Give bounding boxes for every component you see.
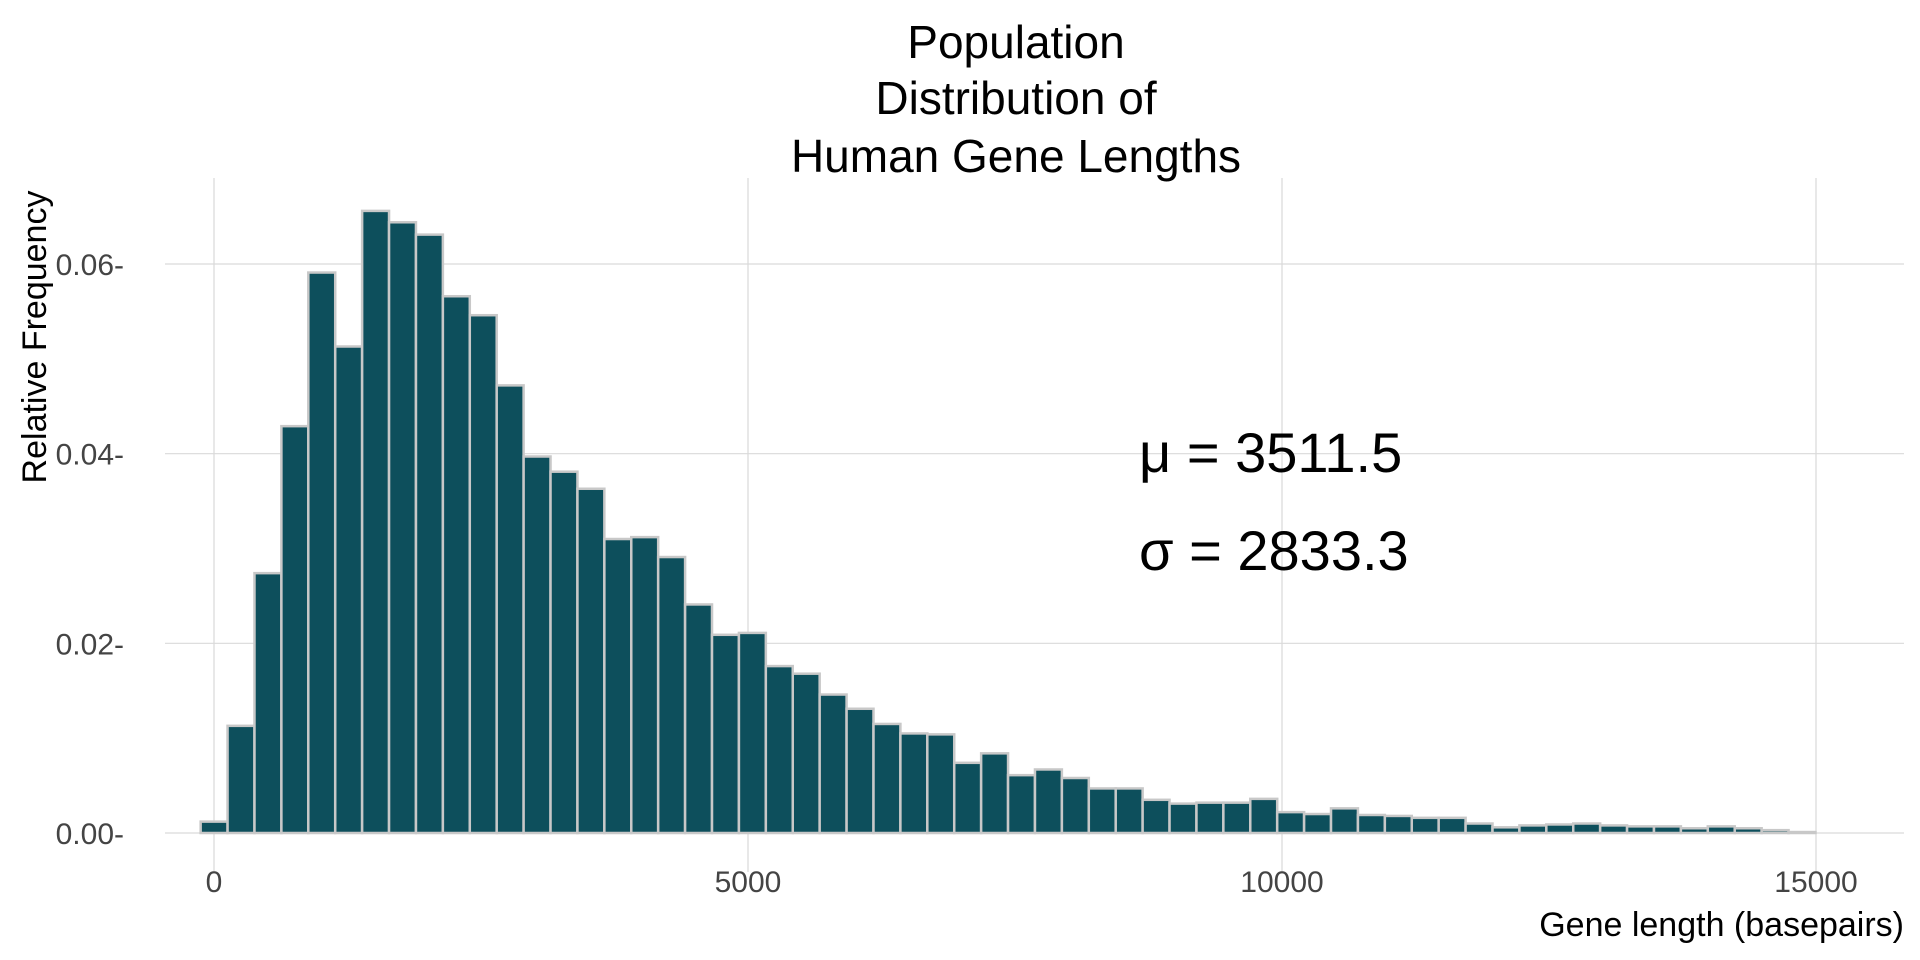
histogram-bar (1760, 828, 1790, 835)
histogram-bar (656, 555, 687, 835)
histogram-bar (845, 707, 875, 835)
mean-annotation: μ = 3511.5 (1139, 421, 1402, 484)
histogram-bar (1356, 813, 1387, 835)
histogram-bar (899, 732, 929, 835)
histogram-bar (1302, 812, 1333, 835)
histogram-bar (683, 603, 714, 835)
histogram-bar (468, 313, 498, 835)
histogram-bar (522, 455, 552, 835)
y-axis-label: Relative Frequency (16, 191, 54, 484)
histogram-bar (414, 233, 445, 835)
histogram-bar (1141, 798, 1171, 835)
histogram-bar (1275, 810, 1306, 835)
histogram-bar (333, 345, 364, 835)
y-tick-label: 0.00- (56, 818, 124, 851)
histogram-bar (1410, 816, 1440, 835)
histogram-bar (818, 693, 848, 835)
histogram-bar (603, 537, 633, 835)
histogram-bar (1060, 776, 1091, 835)
x-axis-label: Gene length (basepairs) (1539, 906, 1904, 944)
histogram-bar (926, 733, 956, 835)
histogram-bar (1625, 825, 1656, 835)
x-tick-label: 5000 (715, 866, 782, 899)
tick-labels: 0 5000 10000 15000 0.00- 0.02- 0.04- 0.06- (56, 249, 1858, 899)
histogram-bar (441, 294, 472, 835)
histogram-bar (280, 424, 310, 835)
histogram-bar (1222, 801, 1252, 835)
histogram-bar (1383, 814, 1414, 835)
bars (199, 209, 1817, 835)
y-tick-label: 0.06- (56, 249, 124, 282)
chart-title-line-2: Distribution of (875, 72, 1156, 124)
histogram-bar (952, 761, 983, 835)
histogram-bar (791, 672, 821, 835)
histogram-bar (495, 384, 525, 835)
histogram-bar (576, 487, 606, 835)
histogram-bar (710, 633, 741, 835)
histogram-bar (1787, 830, 1817, 835)
histogram-bar (737, 631, 768, 835)
histogram-bar (387, 221, 418, 835)
histogram-bar (1679, 827, 1710, 835)
histogram-bar (1195, 801, 1225, 835)
histogram-bar (1491, 826, 1521, 835)
histogram-bar (307, 271, 337, 835)
histogram-bar (1033, 768, 1064, 835)
histogram-bar (1598, 824, 1629, 835)
y-tick-label: 0.04- (56, 439, 124, 472)
histogram-bar (979, 752, 1010, 835)
histogram-bar (360, 209, 391, 835)
histogram-bar (226, 724, 256, 835)
x-tick-label: 0 (206, 866, 223, 899)
histogram-bar (253, 571, 283, 835)
sd-annotation: σ = 2833.3 (1139, 519, 1409, 582)
histogram-bar (1571, 822, 1602, 835)
x-tick-label: 10000 (1240, 866, 1323, 899)
histogram-bar (1464, 822, 1494, 835)
histogram-bar (764, 664, 794, 835)
x-tick-label: 15000 (1774, 866, 1857, 899)
histogram-bar (1437, 816, 1467, 835)
histogram-bar (1545, 823, 1575, 835)
histogram-bar (1518, 824, 1548, 835)
histogram-bar (1652, 825, 1683, 835)
histogram-bar (199, 820, 229, 835)
histogram-bar (1114, 787, 1144, 835)
chart-title-line-1: Population (907, 16, 1124, 68)
histogram-bar (1249, 797, 1279, 835)
histogram-bar (1087, 787, 1117, 835)
y-tick-label: 0.02- (56, 628, 124, 661)
histogram-bar (1329, 807, 1360, 835)
histogram-bar (872, 722, 902, 835)
histogram-bar (549, 470, 579, 835)
chart-title-line-3: Human Gene Lengths (791, 130, 1241, 182)
histogram-bar (1706, 825, 1736, 835)
histogram-bar (1006, 773, 1037, 835)
histogram-bar (630, 535, 660, 835)
histogram-bar (1733, 827, 1763, 835)
histogram-bar (1168, 802, 1198, 835)
